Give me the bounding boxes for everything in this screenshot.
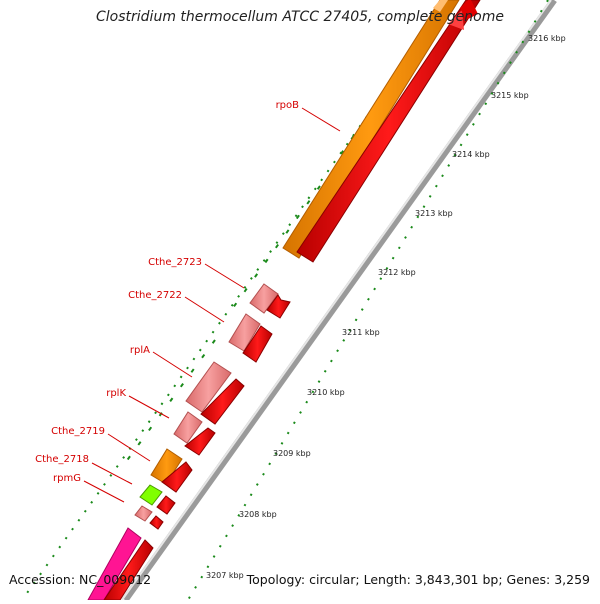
cds-Cthe_2719[interactable] bbox=[161, 461, 193, 493]
accession-text: Accession: NC_009012 bbox=[9, 572, 152, 587]
cds-rpmG[interactable] bbox=[149, 515, 164, 530]
label-Cthe_2723: Cthe_2723 bbox=[148, 257, 202, 268]
cds-rplK[interactable] bbox=[184, 427, 216, 456]
cds-Cthe_2718[interactable] bbox=[156, 495, 176, 515]
tick-label-3209: 3209 kbp bbox=[273, 449, 311, 458]
cds-rpoB[interactable] bbox=[296, 0, 481, 263]
gene-rplA[interactable] bbox=[185, 361, 232, 413]
gene-Cthe_2723[interactable] bbox=[249, 283, 279, 314]
tick-label-3215: 3215 kbp bbox=[491, 91, 529, 100]
label-rpmG: rpmG bbox=[53, 473, 81, 484]
tick-label-3216: 3216 kbp bbox=[528, 34, 566, 43]
forward-genes bbox=[87, 0, 460, 601]
gene-rplK[interactable] bbox=[173, 411, 203, 444]
gene-rpmG[interactable] bbox=[134, 505, 153, 522]
tick-label-3214: 3214 kbp bbox=[452, 150, 490, 159]
gene-rpoB[interactable] bbox=[282, 0, 460, 259]
gene-Cthe_2718[interactable] bbox=[139, 484, 163, 506]
backbone-strand bbox=[121, 0, 557, 603]
tick-label-3207: 3207 kbp bbox=[206, 571, 244, 580]
tick-label-3211: 3211 kbp bbox=[342, 328, 380, 337]
label-Cthe_2722: Cthe_2722 bbox=[128, 290, 182, 301]
tick-label-3212: 3212 kbp bbox=[378, 268, 416, 277]
cds-track bbox=[103, 0, 481, 601]
label-Cthe_2719: Cthe_2719 bbox=[51, 426, 105, 437]
label-rpoB: rpoB bbox=[276, 100, 300, 111]
cds-rplA[interactable] bbox=[200, 378, 245, 425]
tick-label-3213: 3213 kbp bbox=[415, 209, 453, 218]
map-title: Clostridium thermocellum ATCC 27405, com… bbox=[96, 9, 504, 25]
cds-Cthe_2722[interactable] bbox=[242, 325, 273, 363]
topology-text: Topology: circular; Length: 3,843,301 bp… bbox=[246, 572, 590, 587]
scale-labels: 3216 kbp 3215 kbp 3214 kbp 3213 kbp 3212… bbox=[206, 34, 566, 580]
tick-label-3210: 3210 kbp bbox=[307, 388, 345, 397]
label-leaders bbox=[83, 107, 341, 503]
gene-labels: rpoB Cthe_2723 Cthe_2722 rplA rplK Cthe_… bbox=[35, 100, 299, 484]
tick-label-3208: 3208 kbp bbox=[239, 510, 277, 519]
scale-track bbox=[187, 0, 549, 601]
label-rplK: rplK bbox=[106, 388, 126, 399]
label-Cthe_2718: Cthe_2718 bbox=[35, 454, 89, 465]
label-rplA: rplA bbox=[130, 345, 150, 356]
cds-Cthe_2723[interactable] bbox=[266, 294, 291, 319]
